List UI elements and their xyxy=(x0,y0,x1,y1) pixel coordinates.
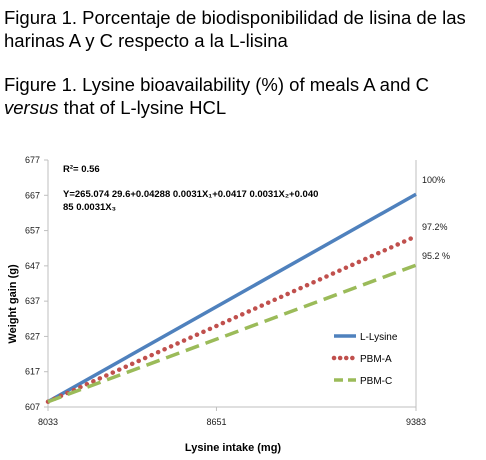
line-chart: 607 617 627 637 647 657 667 677 8033 8651 9383 10… xyxy=(7,155,450,454)
x-tick-label: 8651 xyxy=(206,417,226,427)
caption-spanish: Figura 1. Porcentaje de biodisponibilida… xyxy=(4,6,482,52)
caption-english: Figure 1. Lysine bioavailability (%) of … xyxy=(4,73,482,119)
y-tick-label: 657 xyxy=(25,226,40,236)
y-tick-label: 667 xyxy=(25,190,40,200)
series-end-labels: 100% 97.2% 95.2 % xyxy=(422,175,450,261)
legend-label: L-Lysine xyxy=(360,332,398,343)
caption-en-rest: that of L-lysine HCL xyxy=(58,97,227,118)
series-lines xyxy=(45,192,419,404)
series-line-l-lysine xyxy=(47,192,417,404)
caption-es-line2: harinas A y C respecto a la L-lisina xyxy=(4,30,288,51)
y-tick-label: 617 xyxy=(25,367,40,377)
y-tick-label: 637 xyxy=(25,296,40,306)
y-tick-label: 677 xyxy=(25,155,40,165)
x-tick-labels: 8033 8651 9383 xyxy=(38,407,426,427)
equation-line-1: Y=265.074 29.6+0.04288 0.0031X₁+0.0417 0… xyxy=(63,189,318,200)
caption-en-line1: Figure 1. Lysine bioavailability (%) of … xyxy=(4,74,430,95)
caption-en-versus: versus xyxy=(4,97,59,118)
y-tick-label: 627 xyxy=(25,331,40,341)
chart-container: 607 617 627 637 647 657 667 677 8033 8651 9383 10… xyxy=(0,140,486,455)
y-axis-title: Weight gain (g) xyxy=(7,264,19,344)
x-tick-label: 8033 xyxy=(38,417,58,427)
legend-label: PBM-C xyxy=(360,376,392,387)
legend-label: PBM-A xyxy=(360,354,392,365)
r-squared-annotation: R²= 0.56 xyxy=(63,164,100,175)
legend: L-Lysine PBM-A PBM-C xyxy=(331,332,398,387)
series-end-label: 97.2% xyxy=(422,222,448,232)
equation-line-2: 85 0.0031X₃ xyxy=(63,202,116,213)
series-end-label: 100% xyxy=(422,175,445,185)
y-tick-label: 607 xyxy=(25,402,40,412)
series-end-label: 95.2 % xyxy=(422,251,450,261)
caption-es-line1: Figura 1. Porcentaje de biodisponibilida… xyxy=(4,7,466,28)
axes xyxy=(47,160,417,408)
x-axis-title: Lysine intake (mg) xyxy=(185,442,282,454)
y-tick-label: 647 xyxy=(25,261,40,271)
series-line-pbm-c xyxy=(47,263,417,404)
y-tick-labels: 607 617 627 637 647 657 667 677 xyxy=(25,155,48,412)
x-tick-label: 9383 xyxy=(406,417,426,427)
